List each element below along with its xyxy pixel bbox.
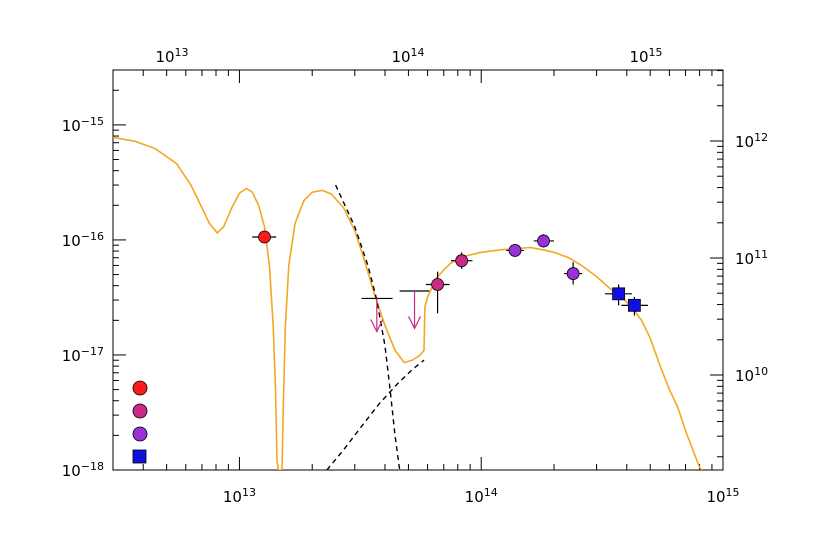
y-tick-label-part: 10 [62,347,81,365]
data-point-circle [258,230,271,244]
x-tick-label-part: 14 [484,486,498,499]
x-tick-label: 1014 [465,486,498,507]
y-tick-label: 10−16 [62,229,104,250]
plot-frame [112,69,724,471]
y-right-tick-label-part: 10 [735,367,754,385]
x-top-tick-label-part: 14 [411,46,425,59]
model-curves [113,136,703,470]
x-tick-label-part: 15 [726,486,740,499]
data-point-circle [537,234,550,248]
legend-marker-circle [132,426,148,442]
legend-marker-circle [132,403,148,419]
y-right-tick-label: 1010 [735,365,768,386]
dashed-component-curve [334,184,401,470]
legend-marker-square [132,449,147,464]
y-tick-label-part: 10 [62,462,81,480]
y-tick-label: 10−18 [62,460,104,481]
y-tick-label-part: 10 [62,232,81,250]
x-tick-label-part: 10 [465,488,484,506]
x-top-tick-label: 1014 [391,46,424,67]
y-right-tick-label: 1012 [735,131,768,152]
y-tick-label-part: −17 [81,344,104,357]
data-point-square [627,298,641,312]
x-top-tick-label: 1015 [629,46,662,67]
y-tick-label: 10−17 [62,344,104,365]
y-right-tick-label: 1011 [735,248,768,269]
upper-limit-arrow-head [370,319,384,333]
y-right-tick-label-part: 11 [754,248,768,261]
x-top-tick-label-part: 13 [175,46,189,59]
y-tick-label-part: −18 [81,460,104,473]
y-right-tick-label-part: 10 [754,365,768,378]
y-right-tick-label-part: 10 [735,250,754,268]
y-tick-label-part: −15 [81,114,104,127]
upper-limit-arrow-head [408,316,422,330]
dashed-component-curve [326,359,425,470]
x-top-tick-label-part: 15 [649,46,663,59]
legend-marker-circle [132,380,148,396]
y-tick-label: 10−15 [62,114,104,135]
data-point-circle [508,244,522,257]
x-top-tick-label: 1013 [155,46,188,67]
x-top-tick-label-part: 10 [391,48,410,66]
x-top-tick-label-part: 10 [155,48,174,66]
x-tick-label-part: 10 [223,488,242,506]
x-tick-label-part: 10 [706,488,725,506]
y-right-tick-label-part: 10 [735,133,754,151]
data-point-circle [455,254,469,268]
x-top-tick-label-part: 10 [629,48,648,66]
x-tick-label: 1015 [706,486,739,507]
y-tick-label-part: 10 [62,117,81,135]
y-tick-label-part: −16 [81,229,104,242]
x-tick-label-part: 13 [242,486,256,499]
y-right-tick-label-part: 12 [754,131,768,144]
sed-model-curve [113,136,703,470]
data-point-circle [431,278,444,291]
data-point-square [612,287,625,301]
x-tick-label: 1013 [223,486,256,507]
data-point-circle [566,267,580,280]
